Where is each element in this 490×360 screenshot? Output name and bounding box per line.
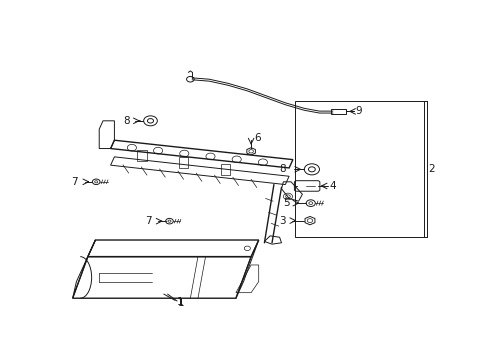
- Text: 8: 8: [279, 164, 286, 174]
- Text: 1: 1: [177, 297, 184, 307]
- Text: 3: 3: [279, 216, 285, 226]
- Text: 5: 5: [283, 198, 290, 208]
- Text: 6: 6: [254, 133, 261, 143]
- Text: 8: 8: [123, 116, 129, 126]
- Text: 2: 2: [428, 164, 435, 174]
- Text: 1: 1: [178, 298, 185, 308]
- Text: 7: 7: [145, 216, 151, 226]
- Text: 4: 4: [329, 181, 336, 191]
- Text: 9: 9: [356, 107, 362, 116]
- Bar: [295, 102, 424, 237]
- Text: 7: 7: [72, 177, 78, 187]
- Bar: [331, 109, 346, 114]
